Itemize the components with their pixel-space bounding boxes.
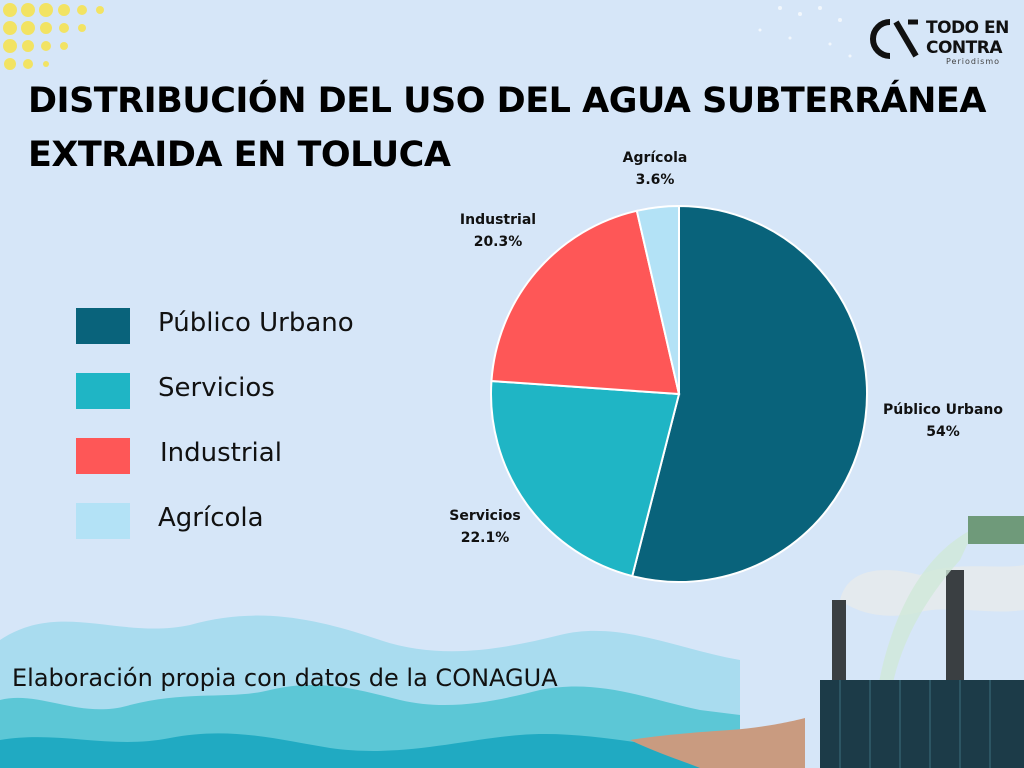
source-note: Elaboración propia con datos de la CONAG… (12, 664, 558, 692)
chimney-right (946, 570, 964, 710)
wave-dark (0, 733, 740, 768)
logo-subtitle: Periodismo (946, 57, 1001, 66)
legend-swatch (76, 438, 130, 474)
pie-slice-servicios (490, 379, 681, 578)
legend-label: Público Urbano (158, 308, 354, 338)
pie-label-value-agricola: 3.6% (636, 172, 675, 188)
hand (630, 718, 805, 768)
pie-slices (490, 204, 868, 583)
water-stream (876, 528, 975, 700)
pie-slice-industrial (490, 209, 681, 396)
pie-slice-agricola (635, 204, 680, 395)
legend-label: Industrial (160, 438, 282, 468)
white-dots-decoration (758, 6, 852, 58)
legend-swatch (76, 503, 130, 539)
pie-slice-publico-urbano (631, 204, 868, 583)
logo-mark-icon (870, 19, 919, 59)
chart-title-line2: EXTRAIDA EN TOLUCA (28, 135, 451, 175)
factory-illustration (630, 516, 1024, 768)
pie-labels: Público Urbano 54% Servicios 22.1% Industria… (449, 150, 1003, 546)
pie-label-value-publico-urbano: 54% (926, 424, 960, 440)
chart-title: DISTRIBUCIÓN DEL USO DEL AGUA SUBTERRÁNE… (28, 74, 1008, 182)
pie-label-name-agricola: Agrícola (623, 150, 688, 166)
legend-swatch (76, 373, 130, 409)
legend-swatch (76, 308, 130, 344)
pie-label-value-servicios: 22.1% (461, 530, 510, 546)
logo-text-line1: TODO EN (926, 18, 1009, 38)
pie-label-value-industrial: 20.3% (474, 234, 523, 250)
pie-label-name-industrial: Industrial (460, 212, 536, 228)
pie-label-name-servicios: Servicios (449, 508, 520, 524)
chart-title-line1: DISTRIBUCIÓN DEL USO DEL AGUA SUBTERRÁNE… (28, 81, 986, 121)
pie-label-name-publico-urbano: Público Urbano (883, 402, 1003, 418)
pipe (968, 516, 1024, 544)
logo: TODO EN CONTRA Periodismo (868, 14, 1018, 70)
logo-text-line2: CONTRA (926, 38, 1003, 58)
legend-label: Servicios (158, 373, 275, 403)
legend-label: Agrícola (158, 503, 264, 533)
yellow-dots-decoration (3, 3, 104, 70)
